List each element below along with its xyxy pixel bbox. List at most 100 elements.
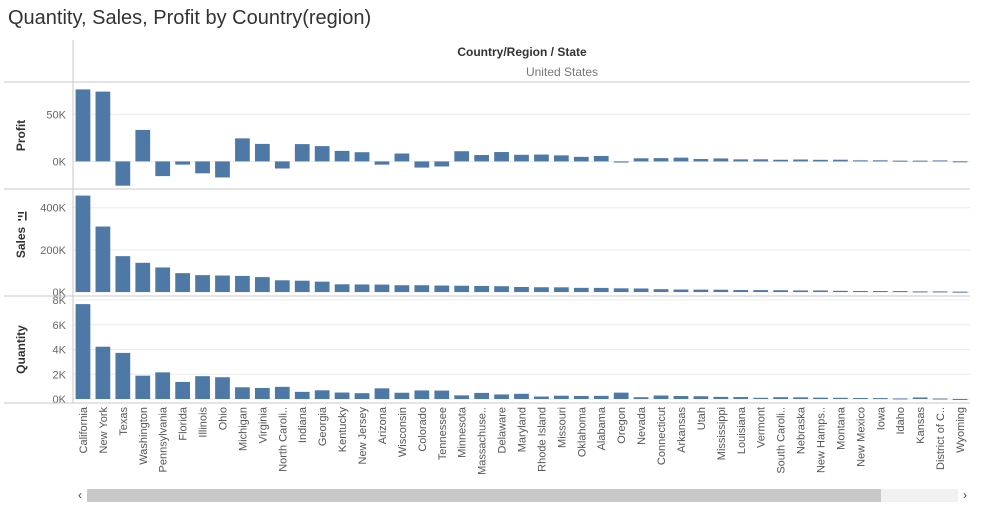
bar-quantity[interactable]	[613, 392, 629, 399]
bar-profit[interactable]	[115, 161, 131, 186]
bar-profit[interactable]	[274, 161, 290, 169]
bar-sales[interactable]	[494, 286, 509, 292]
bar-profit[interactable]	[95, 91, 111, 162]
bar-quantity[interactable]	[852, 397, 868, 399]
bar-profit[interactable]	[155, 161, 171, 177]
bar-sales[interactable]	[952, 291, 968, 293]
bar-profit[interactable]	[434, 161, 450, 167]
bar-profit[interactable]	[235, 138, 250, 162]
bar-sales[interactable]	[354, 284, 370, 292]
bar-profit[interactable]	[374, 161, 390, 165]
bar-quantity[interactable]	[892, 398, 908, 400]
bar-profit[interactable]	[354, 152, 370, 162]
bar-profit[interactable]	[553, 155, 569, 162]
bar-sales[interactable]	[334, 284, 350, 292]
scrollbar-thumb[interactable]	[87, 489, 881, 502]
bar-sales[interactable]	[613, 288, 629, 292]
bar-sales[interactable]	[514, 287, 529, 292]
bar-sales[interactable]	[852, 290, 868, 292]
bar-sales[interactable]	[813, 290, 828, 292]
bar-profit[interactable]	[892, 160, 908, 162]
bar-profit[interactable]	[474, 155, 490, 162]
bar-profit[interactable]	[753, 159, 769, 162]
bar-profit[interactable]	[135, 129, 151, 162]
bar-sales[interactable]	[793, 290, 808, 292]
bar-sales[interactable]	[175, 273, 191, 292]
bar-quantity[interactable]	[653, 395, 669, 399]
bar-quantity[interactable]	[135, 375, 151, 399]
bar-profit[interactable]	[713, 158, 729, 162]
bar-quantity[interactable]	[494, 394, 509, 399]
bar-quantity[interactable]	[773, 397, 789, 399]
bar-sales[interactable]	[215, 275, 230, 292]
bar-profit[interactable]	[932, 160, 948, 162]
bar-sales[interactable]	[254, 277, 270, 292]
bar-quantity[interactable]	[733, 397, 749, 399]
bar-sales[interactable]	[713, 289, 729, 292]
bar-profit[interactable]	[912, 160, 928, 162]
bar-profit[interactable]	[175, 161, 191, 165]
bar-quantity[interactable]	[633, 397, 649, 399]
bar-quantity[interactable]	[354, 393, 370, 399]
bar-sales[interactable]	[673, 289, 689, 292]
bar-profit[interactable]	[195, 161, 210, 174]
bar-quantity[interactable]	[952, 398, 968, 400]
bar-quantity[interactable]	[175, 381, 191, 399]
bar-profit[interactable]	[254, 143, 270, 162]
bar-quantity[interactable]	[195, 376, 210, 399]
bar-quantity[interactable]	[314, 390, 330, 399]
bar-sales[interactable]	[374, 284, 390, 292]
bar-quantity[interactable]	[274, 386, 290, 399]
bar-quantity[interactable]	[793, 397, 808, 399]
bar-sales[interactable]	[833, 290, 848, 292]
bar-profit[interactable]	[833, 159, 848, 162]
bar-profit[interactable]	[773, 159, 789, 162]
bar-profit[interactable]	[813, 159, 828, 162]
bar-quantity[interactable]	[294, 391, 310, 399]
bar-quantity[interactable]	[553, 395, 569, 399]
bar-quantity[interactable]	[912, 397, 928, 399]
bar-quantity[interactable]	[155, 372, 171, 399]
bar-sales[interactable]	[534, 287, 549, 292]
bar-sales[interactable]	[553, 287, 569, 292]
horizontal-scrollbar[interactable]: ‹ ›	[73, 488, 972, 505]
bar-quantity[interactable]	[593, 395, 609, 399]
sort-descending-icon[interactable]	[18, 211, 27, 221]
bar-quantity[interactable]	[753, 397, 769, 399]
bar-quantity[interactable]	[254, 387, 270, 399]
bar-sales[interactable]	[912, 291, 928, 293]
bar-quantity[interactable]	[474, 392, 490, 399]
bar-sales[interactable]	[892, 291, 908, 293]
bar-sales[interactable]	[693, 289, 709, 292]
bar-quantity[interactable]	[334, 392, 350, 399]
bar-sales[interactable]	[753, 290, 769, 292]
bar-quantity[interactable]	[534, 396, 549, 399]
bar-quantity[interactable]	[95, 346, 111, 399]
bar-quantity[interactable]	[454, 395, 470, 399]
bar-profit[interactable]	[852, 160, 868, 162]
bar-profit[interactable]	[414, 161, 430, 168]
bar-profit[interactable]	[514, 154, 529, 162]
bar-profit[interactable]	[733, 159, 749, 162]
bar-profit[interactable]	[573, 156, 589, 162]
bar-quantity[interactable]	[235, 387, 250, 399]
bar-profit[interactable]	[75, 89, 91, 162]
bar-sales[interactable]	[314, 281, 330, 292]
bar-profit[interactable]	[633, 158, 649, 162]
bar-sales[interactable]	[394, 285, 410, 292]
scroll-right-arrow-icon[interactable]: ›	[963, 488, 967, 502]
bar-profit[interactable]	[454, 151, 470, 162]
bar-sales[interactable]	[95, 226, 111, 292]
bar-profit[interactable]	[693, 159, 709, 162]
bar-quantity[interactable]	[514, 393, 529, 399]
bar-profit[interactable]	[793, 159, 808, 162]
bar-sales[interactable]	[414, 285, 430, 292]
bar-quantity[interactable]	[414, 390, 430, 399]
bar-sales[interactable]	[135, 262, 151, 292]
bar-profit[interactable]	[494, 152, 509, 162]
bar-sales[interactable]	[235, 275, 250, 292]
bar-profit[interactable]	[215, 161, 230, 178]
bar-quantity[interactable]	[374, 388, 390, 399]
bar-quantity[interactable]	[394, 392, 410, 399]
bar-profit[interactable]	[653, 158, 669, 162]
